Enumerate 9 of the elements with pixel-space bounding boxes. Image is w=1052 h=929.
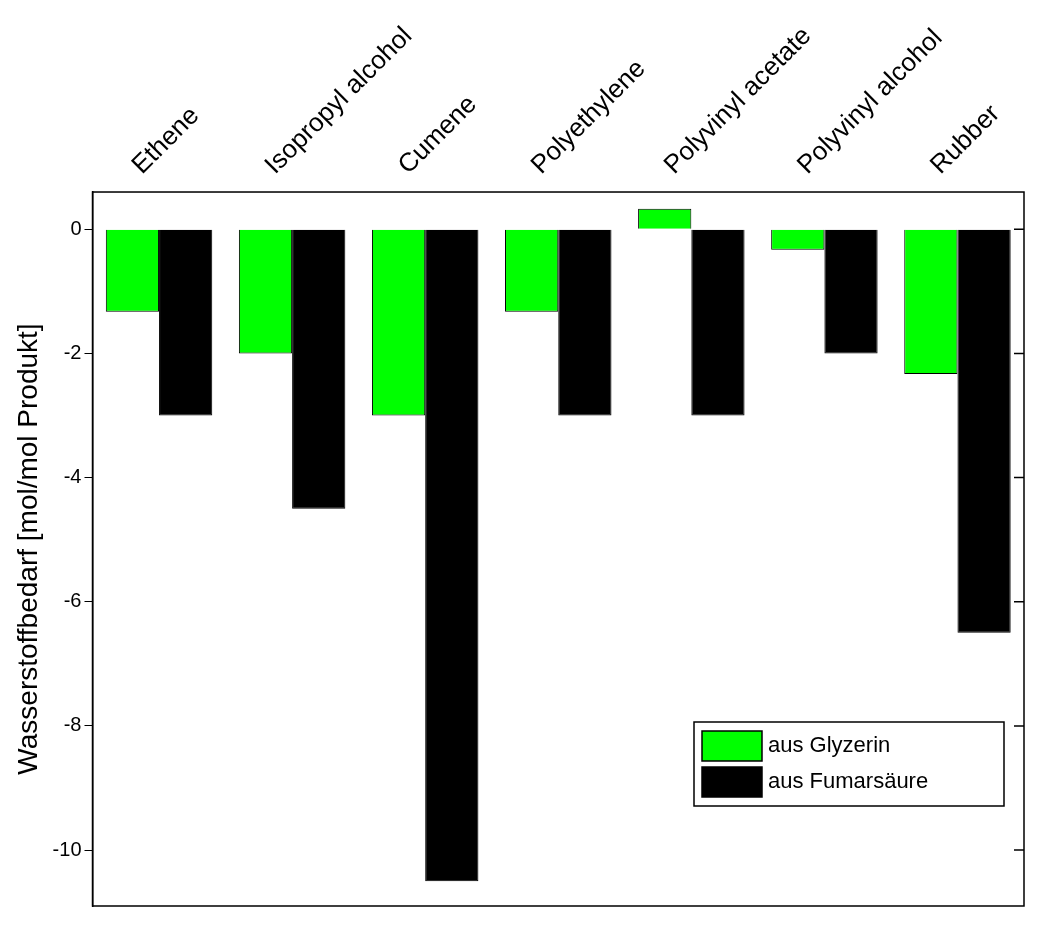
y-tick-label: -10 xyxy=(52,837,82,860)
legend-label: aus Glyzerin xyxy=(768,732,891,758)
y-tick-label: -6 xyxy=(63,589,82,612)
y-tick-label: 0 xyxy=(70,216,82,239)
y-tick-label: -8 xyxy=(63,713,82,736)
legend-label: aus Fumarsäure xyxy=(768,768,929,794)
y-tick-label: -2 xyxy=(63,340,82,363)
y-axis-title: Wasserstoffbedarf [mol/mol Produkt] xyxy=(11,323,43,775)
y-tick-label: -4 xyxy=(63,465,82,488)
